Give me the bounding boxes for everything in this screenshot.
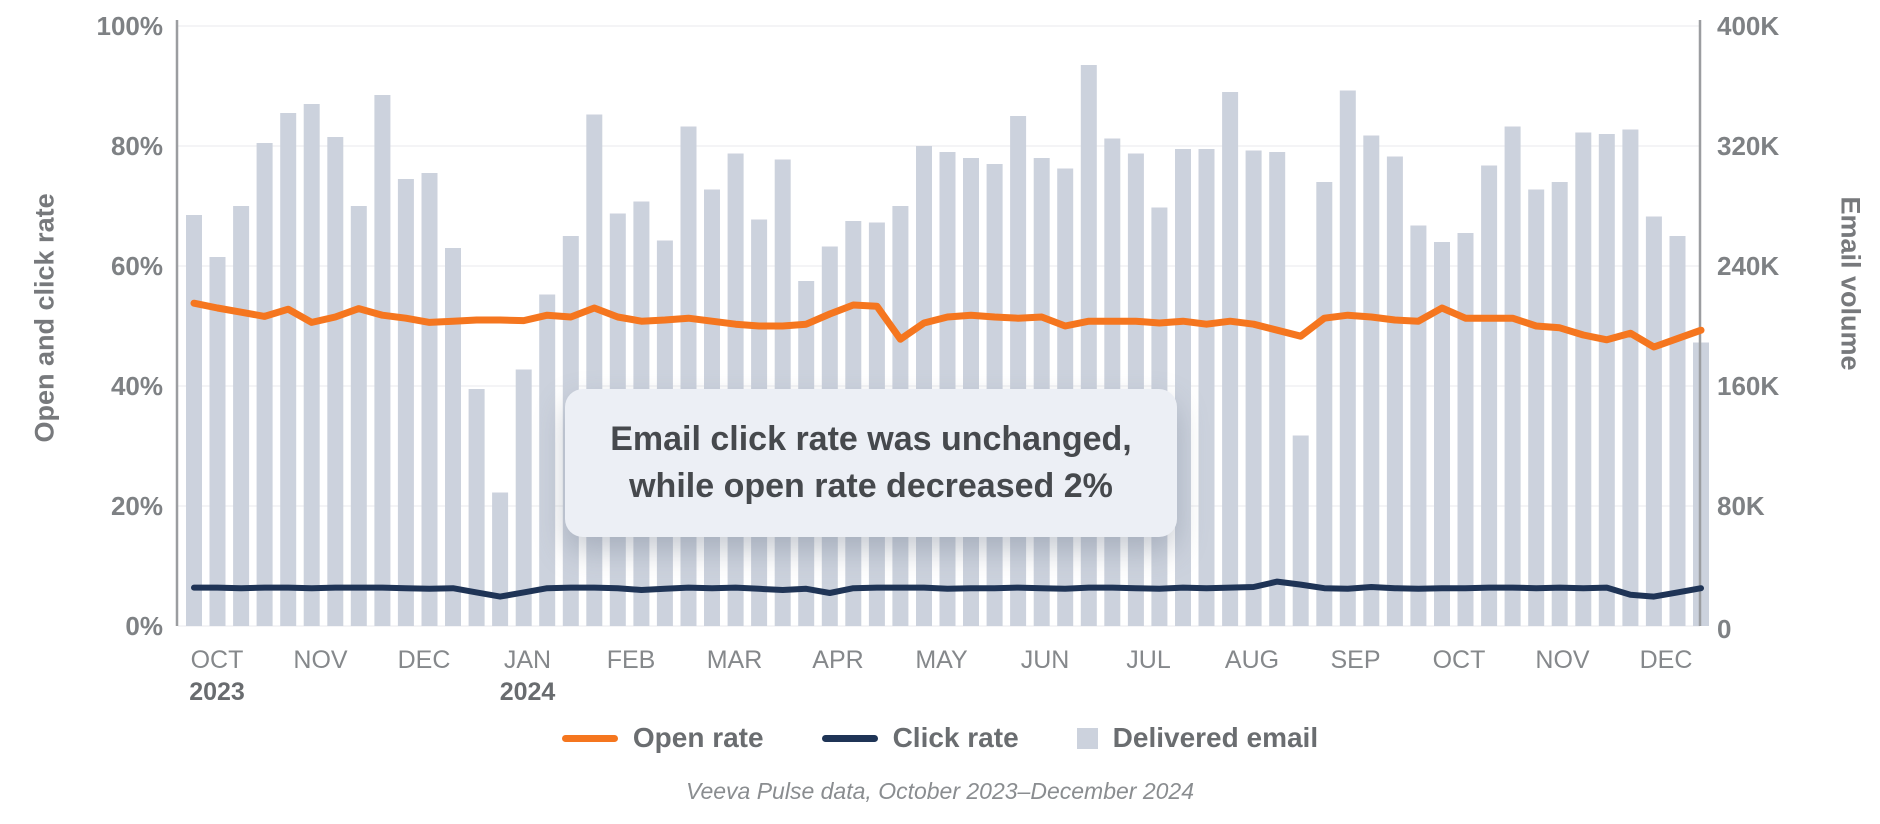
delivered-email-swatch-icon bbox=[1076, 727, 1098, 749]
left-axis-tick: 60% bbox=[111, 251, 163, 281]
right-axis-tick: 320K bbox=[1717, 131, 1779, 161]
delivered-email-bar bbox=[256, 143, 273, 626]
delivered-email-bar bbox=[1622, 129, 1639, 626]
month-label: DEC bbox=[398, 646, 451, 674]
month-label: SEP bbox=[1330, 646, 1380, 674]
chart-canvas: 0% 20% 40% 60% 80% 100% 0 80K 160K 240K 320K 400K OC… bbox=[97, 11, 1780, 706]
delivered-email-bar bbox=[1386, 156, 1403, 626]
delivered-email-bar bbox=[1504, 126, 1521, 626]
delivered-email-bar bbox=[916, 146, 932, 626]
delivered-email-bar bbox=[1222, 92, 1239, 626]
delivered-email-bar bbox=[1575, 132, 1592, 626]
right-axis-tick: 80K bbox=[1717, 491, 1765, 521]
delivered-email-bar bbox=[1175, 149, 1191, 626]
legend-label-open-rate: Open rate bbox=[632, 722, 764, 753]
delivered-email-bar bbox=[280, 113, 297, 626]
delivered-email-bar bbox=[1198, 149, 1215, 626]
legend-label-delivered-email: Delivered email bbox=[1112, 722, 1319, 753]
delivered-email-bar bbox=[397, 179, 414, 626]
delivered-email-bar bbox=[1363, 135, 1380, 626]
delivered-email-bar bbox=[1551, 182, 1568, 626]
month-label: MAR bbox=[707, 646, 763, 674]
delivered-email-bar bbox=[1080, 65, 1097, 626]
delivered-email-bar bbox=[1434, 242, 1450, 626]
delivered-email-bar bbox=[1316, 182, 1333, 626]
right-axis-title: Email volume bbox=[1835, 196, 1866, 371]
left-axis-tick: 80% bbox=[111, 131, 163, 161]
month-label: OCT bbox=[1433, 646, 1486, 674]
delivered-email-bar bbox=[421, 173, 438, 626]
legend-label-click-rate: Click rate bbox=[892, 722, 1019, 753]
right-axis-tick: 0 bbox=[1717, 614, 1731, 644]
month-label: JUN bbox=[1021, 646, 1070, 674]
annotation-line-1: Email click rate was unchanged, bbox=[610, 420, 1132, 458]
legend-item-click-rate: Click rate bbox=[821, 722, 1019, 754]
right-axis-tick: 240K bbox=[1717, 251, 1779, 281]
delivered-email-bar bbox=[1528, 189, 1545, 626]
delivered-email-bar bbox=[1245, 150, 1262, 626]
month-label: APR bbox=[812, 646, 863, 674]
delivered-email-bar bbox=[1481, 165, 1498, 626]
year-label: 2024 bbox=[500, 678, 556, 706]
delivered-email-bar bbox=[186, 215, 202, 626]
annotation-callout: Email click rate was unchanged, while op… bbox=[565, 389, 1177, 537]
right-axis-tick: 160K bbox=[1717, 371, 1779, 401]
month-label: DEC bbox=[1640, 646, 1693, 674]
right-axis-tick: 400K bbox=[1717, 11, 1779, 41]
month-label: NOV bbox=[1535, 646, 1590, 674]
annotation-line-2: while open rate decreased 2% bbox=[629, 467, 1113, 505]
year-label: 2023 bbox=[189, 678, 245, 706]
month-label: OCT bbox=[191, 646, 244, 674]
click-rate-line bbox=[191, 578, 1704, 600]
left-axis-tick: 100% bbox=[97, 11, 164, 41]
plot-area: 0% 20% 40% 60% 80% 100% 0 80K 160K 240K 320K 400K OC… bbox=[97, 11, 1780, 706]
left-axis-title: Open and click rate bbox=[29, 193, 60, 443]
delivered-email-bar bbox=[1410, 225, 1427, 626]
delivered-email-bar bbox=[539, 294, 556, 626]
month-label: AUG bbox=[1225, 646, 1279, 674]
open-rate-line-swatch-icon bbox=[561, 734, 618, 742]
legend-item-delivered-email: Delivered email bbox=[1076, 722, 1319, 754]
delivered-email-bar bbox=[492, 492, 509, 626]
delivered-email-bar bbox=[468, 389, 485, 626]
delivered-email-bar bbox=[586, 114, 603, 626]
source-caption: Veeva Pulse data, October 2023–December … bbox=[685, 778, 1195, 804]
open-rate-line bbox=[190, 299, 1705, 351]
delivered-email-bar bbox=[1645, 216, 1662, 626]
delivered-email-bar bbox=[209, 257, 226, 626]
delivered-email-bar bbox=[1598, 134, 1615, 626]
delivered-email-bar bbox=[303, 104, 320, 626]
delivered-email-bar bbox=[1292, 435, 1309, 626]
month-label: MAY bbox=[915, 646, 968, 674]
delivered-email-bar bbox=[1457, 233, 1474, 626]
left-axis-tick: 40% bbox=[111, 371, 163, 401]
legend-item-open-rate: Open rate bbox=[561, 722, 764, 754]
delivered-email-bar bbox=[1269, 152, 1286, 626]
month-label: FEB bbox=[607, 646, 656, 674]
delivered-email-bar bbox=[1104, 138, 1121, 626]
month-label: JAN bbox=[504, 646, 551, 674]
month-label: JUL bbox=[1126, 646, 1171, 674]
delivered-email-bar bbox=[1339, 90, 1356, 626]
delivered-email-bar bbox=[1669, 236, 1686, 626]
delivered-email-bar bbox=[1010, 116, 1027, 626]
delivered-email-bar bbox=[327, 137, 344, 626]
delivered-email-bar bbox=[374, 95, 391, 626]
delivered-email-bar bbox=[350, 206, 367, 626]
left-axis-tick: 0% bbox=[125, 611, 163, 641]
delivered-email-bar bbox=[445, 248, 461, 626]
left-axis-tick: 20% bbox=[111, 491, 163, 521]
delivered-email-bar bbox=[515, 369, 532, 626]
delivered-email-bar bbox=[680, 126, 697, 626]
click-rate-line-swatch-icon bbox=[821, 734, 878, 742]
delivered-email-bar bbox=[233, 206, 250, 626]
month-label: NOV bbox=[293, 646, 348, 674]
chart-legend: Open rate Click rate Delivered email bbox=[0, 722, 1880, 754]
